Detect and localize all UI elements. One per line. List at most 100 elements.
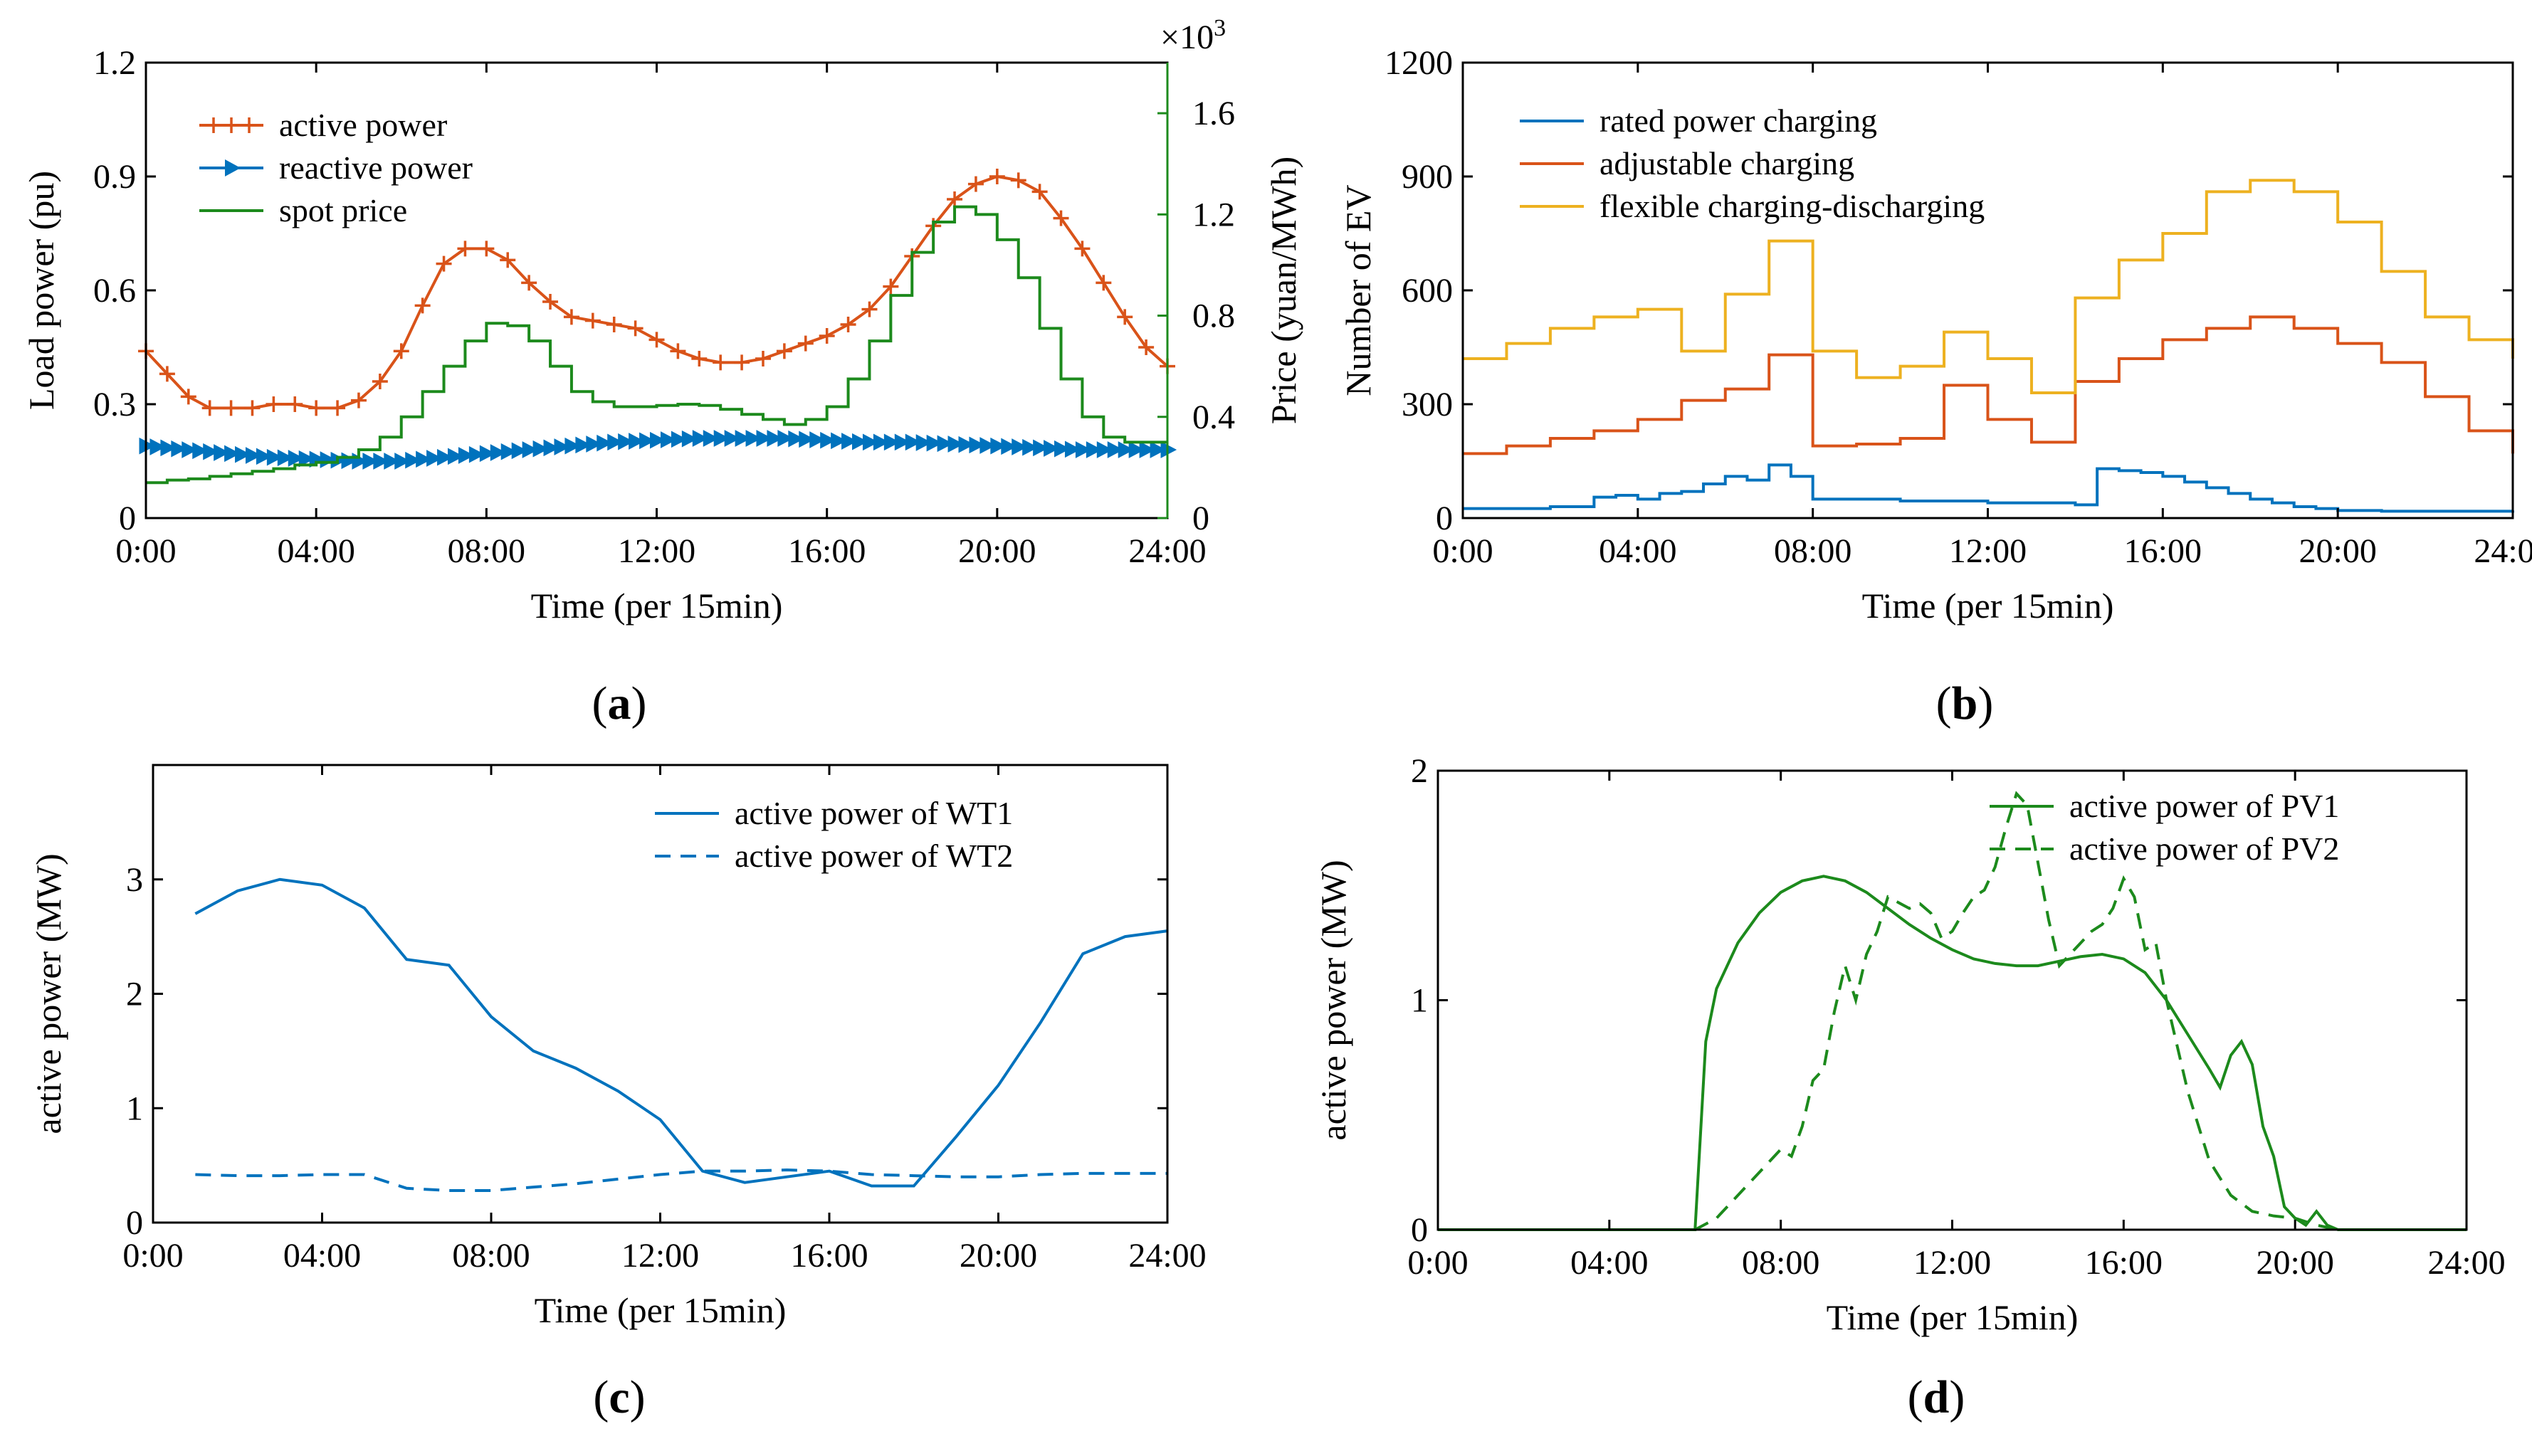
data-point-a-2-74 bbox=[915, 434, 933, 451]
data-point-a-2-67 bbox=[841, 433, 858, 450]
series-line-d-2 bbox=[1438, 791, 2467, 1231]
x-axis-label-a: Time (per 15min) bbox=[531, 586, 783, 626]
data-point-a-1-31 bbox=[776, 343, 792, 359]
data-point-a-2-13 bbox=[266, 448, 283, 466]
x-tick-label-a-5: 16:00 bbox=[788, 532, 866, 570]
data-point-a-2-45 bbox=[607, 433, 624, 451]
data-point-a-2-9 bbox=[224, 445, 241, 463]
y-right-tick-label-a-4: 1.2 bbox=[1192, 196, 1235, 233]
data-point-a-2-28 bbox=[426, 450, 443, 467]
data-point-a-2-3 bbox=[160, 439, 177, 457]
y-tick-label-c-1: 0 bbox=[126, 1204, 143, 1242]
data-point-a-2-77 bbox=[947, 436, 965, 453]
x-tick-label-d-3: 08:00 bbox=[1742, 1244, 1819, 1282]
x-tick-label-b-5: 16:00 bbox=[2124, 532, 2202, 570]
y-tick-label-d-3: 2 bbox=[1411, 752, 1428, 790]
chart-panel-d: 0:00 04:00 08:00 12:00 16:00 20:00 24:00 0 1 2 Tim… bbox=[1313, 752, 2506, 1337]
data-point-a-2-31 bbox=[458, 447, 475, 464]
y-tick-label-b-5: 1200 bbox=[1385, 44, 1453, 82]
data-point-a-2-91 bbox=[1096, 441, 1113, 458]
chart-panel-c: 0:00 04:00 08:00 12:00 16:00 20:00 24:00 0 1 2 3 Ti… bbox=[28, 764, 1207, 1330]
y-tick-label-c-3: 2 bbox=[126, 976, 143, 1013]
y-axis-label-a: Load power (pu) bbox=[21, 171, 61, 410]
chart-panel-b: 0:00 04:00 08:00 12:00 16:00 20:00 24:00 0 300 60… bbox=[1338, 44, 2532, 626]
y-tick-label-c-2: 1 bbox=[126, 1090, 143, 1127]
data-point-a-1-36 bbox=[883, 278, 899, 295]
data-point-a-2-6 bbox=[192, 442, 209, 460]
data-point-a-2-59 bbox=[756, 430, 773, 447]
x-tick-label-c-6: 20:00 bbox=[960, 1237, 1037, 1275]
data-point-a-1-43 bbox=[1031, 184, 1048, 200]
data-point-a-1-13 bbox=[393, 343, 409, 359]
legend-marker-a-1-2 bbox=[224, 117, 239, 133]
data-point-a-1-29 bbox=[734, 354, 750, 371]
right-axis-exponent-a: ×103 bbox=[1160, 15, 1226, 56]
data-point-a-2-93 bbox=[1118, 441, 1135, 458]
legend-marker-a-1-3 bbox=[241, 117, 257, 133]
data-point-a-2-61 bbox=[777, 430, 794, 447]
data-point-a-2-90 bbox=[1086, 441, 1103, 458]
data-point-a-1-23 bbox=[606, 317, 622, 332]
x-tick-label-d-4: 12:00 bbox=[1913, 1244, 1991, 1282]
data-point-a-1-46 bbox=[1096, 275, 1112, 291]
data-point-a-2-43 bbox=[586, 436, 602, 453]
data-point-a-2-46 bbox=[618, 433, 634, 450]
data-point-a-1-11 bbox=[350, 392, 367, 408]
data-point-a-1-28 bbox=[713, 354, 729, 371]
data-point-a-2-83 bbox=[1012, 438, 1028, 455]
data-point-a-2-70 bbox=[873, 433, 890, 451]
y-axis-label-c: active power (MW) bbox=[28, 853, 68, 1134]
x-tick-label-d-2: 04:00 bbox=[1570, 1244, 1648, 1282]
data-point-a-1-5 bbox=[223, 400, 239, 416]
x-tick-label-b-4: 12:00 bbox=[1949, 532, 2027, 570]
data-point-a-2-23 bbox=[373, 453, 389, 470]
data-point-a-1-14 bbox=[414, 297, 431, 314]
data-point-a-1-24 bbox=[627, 320, 643, 337]
data-point-a-2-96 bbox=[1150, 441, 1167, 458]
data-point-a-1-42 bbox=[1010, 172, 1026, 189]
data-point-a-2-56 bbox=[724, 430, 741, 447]
y-tick-label-a-2: 0.3 bbox=[93, 386, 136, 423]
data-point-a-2-94 bbox=[1128, 441, 1145, 458]
data-point-a-1-18 bbox=[500, 252, 516, 268]
data-point-a-1-15 bbox=[436, 255, 452, 272]
legend-label-c-2: active power of WT2 bbox=[735, 838, 1013, 874]
legend-label-a-2: reactive power bbox=[279, 149, 473, 186]
data-point-a-2-87 bbox=[1054, 440, 1071, 458]
data-point-a-2-86 bbox=[1044, 440, 1060, 457]
data-point-a-2-25 bbox=[394, 453, 411, 470]
y-tick-label-b-1: 0 bbox=[1436, 500, 1453, 537]
data-point-a-2-15 bbox=[288, 450, 305, 467]
data-point-a-1-44 bbox=[1053, 210, 1069, 226]
data-point-a-2-54 bbox=[703, 430, 720, 447]
y-tick-label-a-5: 1.2 bbox=[93, 44, 136, 82]
data-point-a-2-75 bbox=[926, 434, 943, 452]
data-point-a-1-3 bbox=[180, 389, 196, 405]
data-point-a-2-36 bbox=[511, 442, 528, 460]
data-point-a-2-2 bbox=[149, 438, 167, 455]
plot-frame-c bbox=[152, 764, 1169, 1224]
data-point-a-1-7 bbox=[266, 396, 282, 412]
legend-marker-a-2 bbox=[225, 159, 241, 176]
x-tick-label-b-7: 24:00 bbox=[2474, 532, 2532, 570]
data-point-a-2-48 bbox=[639, 432, 656, 450]
data-point-a-2-62 bbox=[788, 430, 804, 448]
data-point-a-2-80 bbox=[979, 437, 996, 454]
data-point-a-2-76 bbox=[937, 435, 954, 453]
y-tick-label-b-4: 900 bbox=[1402, 158, 1453, 196]
data-point-a-2-44 bbox=[597, 434, 613, 452]
y-right-tick-label-a-2: 0.4 bbox=[1192, 399, 1235, 436]
caption-a: (a) bbox=[592, 677, 647, 729]
data-point-a-1-20 bbox=[542, 294, 559, 310]
legend-label-d-2: active power of PV2 bbox=[2069, 830, 2339, 867]
y-axis-label-d: active power (MW) bbox=[1313, 860, 1353, 1140]
data-point-a-2-16 bbox=[298, 450, 315, 468]
x-tick-label-d-7: 24:00 bbox=[2427, 1244, 2505, 1282]
data-point-a-1-19 bbox=[521, 275, 537, 291]
x-tick-label-c-5: 16:00 bbox=[790, 1237, 868, 1275]
data-point-a-1-21 bbox=[563, 309, 579, 325]
x-tick-label-a-4: 12:00 bbox=[618, 532, 695, 570]
data-point-a-1-35 bbox=[861, 301, 878, 317]
data-point-a-2-32 bbox=[468, 445, 485, 463]
series-line-b-3 bbox=[1463, 179, 2514, 394]
